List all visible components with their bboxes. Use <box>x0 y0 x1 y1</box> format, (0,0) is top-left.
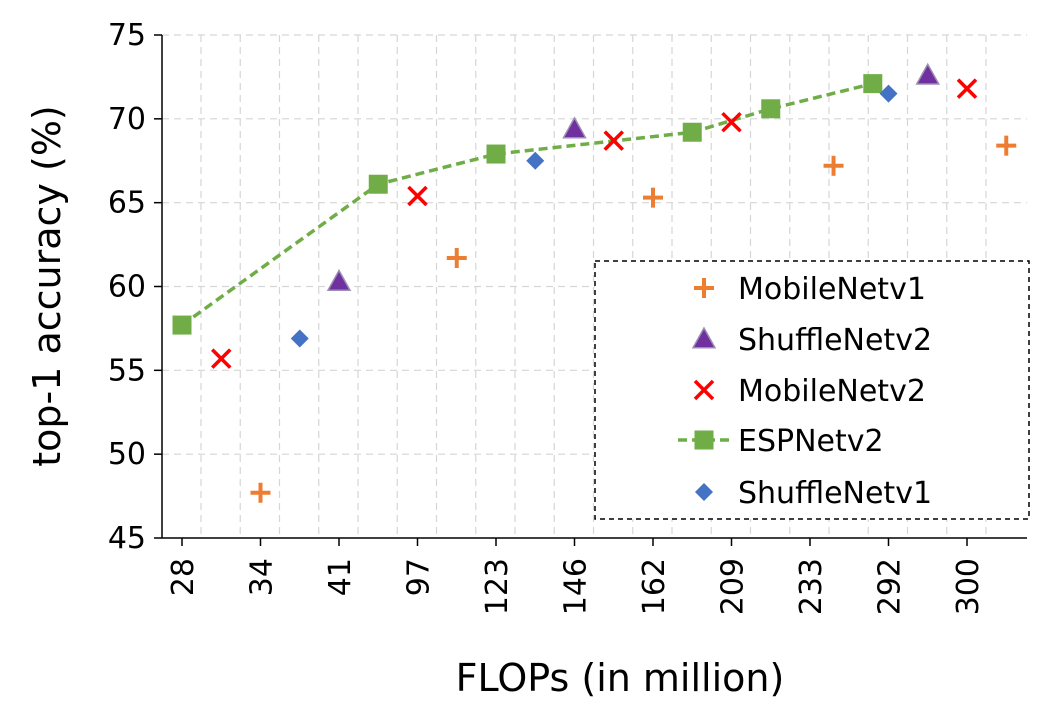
legend-mobilenetv2-marker-b <box>693 379 715 401</box>
espnetv2-point <box>682 122 702 142</box>
y-tick-label: 75 <box>108 18 146 53</box>
espnetv2-line <box>180 81 874 327</box>
x-tick-label: 123 <box>480 558 515 615</box>
mobilenetv2-point <box>407 185 428 207</box>
legend-shufflenetv2-label: ShuffleNetv2 <box>738 323 932 358</box>
x-tick-label: 97 <box>402 558 437 596</box>
legend-shufflenetv1-label: ShuffleNetv1 <box>738 476 932 511</box>
legend: MobileNetv1 ShuffleNetv2 MobileNetv2 ESPNet… <box>594 260 1030 520</box>
mobilenetv2-point <box>956 78 978 99</box>
series-lines <box>180 81 874 327</box>
mobilenetv2-point-b <box>211 348 232 369</box>
legend-mobilenetv2-marker <box>693 379 715 401</box>
legend-entries: MobileNetv1 ShuffleNetv2 MobileNetv2 ESPNet… <box>678 272 932 511</box>
shufflenetv1-point <box>526 151 545 170</box>
shufflenetv2-point <box>326 268 352 292</box>
y-tick-label: 60 <box>108 270 146 305</box>
y-tick-label: 55 <box>108 353 146 388</box>
mobilenetv2-point <box>721 111 742 133</box>
mobilenetv1-point <box>446 247 467 268</box>
x-tick-label: 209 <box>716 558 751 615</box>
series-markers <box>172 62 1017 503</box>
legend-espnetv2-label: ESPNetv2 <box>738 424 884 459</box>
espnetv2-point <box>368 174 388 194</box>
shufflenetv2-point <box>562 116 587 139</box>
x-tick-label: 233 <box>794 558 829 615</box>
x-tick-label: 292 <box>873 558 908 615</box>
legend-espnetv2-marker <box>694 430 714 450</box>
espnetv2-point <box>486 144 506 164</box>
shufflenetv2-point <box>915 62 941 85</box>
espnetv2-point <box>863 74 883 94</box>
mobilenetv2-point <box>603 130 624 151</box>
mobilenetv2-point-b <box>721 111 742 133</box>
legend-mobilenetv2-label: MobileNetv2 <box>738 374 926 409</box>
mobilenetv2-point-b <box>407 185 428 207</box>
y-tick-label: 70 <box>108 102 146 137</box>
mobilenetv2-point-b <box>956 78 978 99</box>
mobilenetv2-point <box>211 348 232 369</box>
x-tick-label: 300 <box>951 558 986 615</box>
legend-shufflenetv1-marker <box>695 483 713 501</box>
y-tick-label: 50 <box>108 437 146 472</box>
y-ticks: 45 50 55 60 65 70 75 <box>108 18 162 556</box>
mobilenetv2-point-b <box>603 130 624 151</box>
mobilenetv1-point <box>996 135 1017 156</box>
legend-shufflenetv2-marker <box>691 326 717 349</box>
legend-mobilenetv1-label: MobileNetv1 <box>738 272 926 307</box>
y-axis-title: top-1 accuracy (%) <box>25 105 69 467</box>
x-tick-label: 162 <box>637 558 672 615</box>
mobilenetv1-point <box>643 187 663 208</box>
legend-mobilenetv1-marker <box>694 278 714 298</box>
espnetv2-point <box>172 315 192 335</box>
mobilenetv1-point <box>823 155 844 176</box>
espnetv2-point <box>761 99 781 119</box>
x-tick-label: 146 <box>559 558 594 615</box>
x-ticks: 28 34 41 97 123 146 162 209 233 292 300 <box>166 538 986 615</box>
shufflenetv1-point <box>879 84 898 103</box>
x-tick-label: 34 <box>245 558 280 596</box>
shufflenetv1-point <box>290 329 309 348</box>
mobilenetv1-point <box>250 482 271 503</box>
x-axis-title: FLOPs (in million) <box>456 656 785 700</box>
y-tick-label: 45 <box>108 521 146 556</box>
legend-box <box>594 260 1030 520</box>
x-tick-label: 28 <box>166 558 201 596</box>
y-tick-label: 65 <box>108 186 146 221</box>
x-tick-label: 41 <box>323 558 358 596</box>
